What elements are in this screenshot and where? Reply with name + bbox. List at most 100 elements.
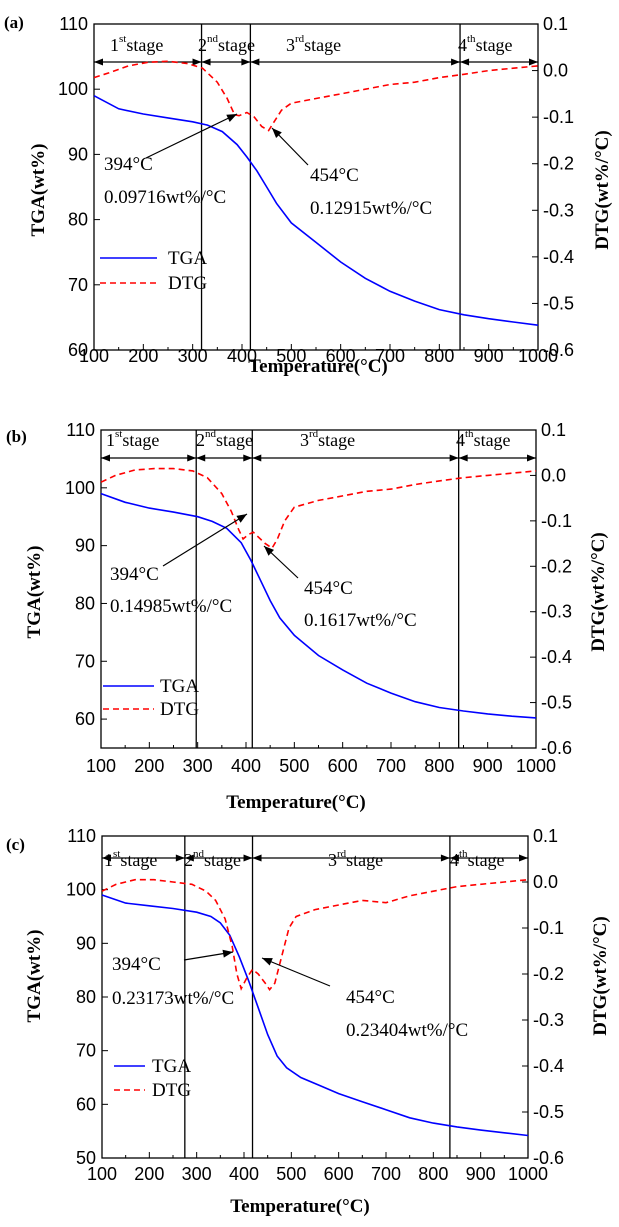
y-tick-label: 80 bbox=[76, 987, 96, 1007]
stage-arrowhead bbox=[175, 854, 185, 862]
stage-word: stage bbox=[218, 35, 255, 55]
stage-number: 1 bbox=[104, 850, 113, 870]
y2-tick-label: -0.1 bbox=[533, 918, 564, 938]
y-tick-label: 80 bbox=[68, 210, 88, 230]
stage-number: 3 bbox=[328, 850, 337, 870]
annotation-arrow-line bbox=[145, 113, 238, 159]
stage-word: stage bbox=[120, 850, 157, 870]
stage-arrowhead bbox=[458, 454, 468, 462]
stage-number: 1 bbox=[110, 35, 119, 55]
stage-label: 3rdstage bbox=[286, 33, 341, 55]
stage-label: 4thstage bbox=[458, 33, 513, 55]
stage-arrowhead bbox=[192, 58, 202, 66]
stage-arrowhead bbox=[252, 454, 262, 462]
annotation-value: 0.09716wt%/°C bbox=[104, 187, 226, 208]
y-tick-label: 60 bbox=[68, 340, 88, 360]
stage-word: stage bbox=[346, 850, 383, 870]
stage-ordinal-suffix: st bbox=[119, 33, 126, 45]
y2-tick-label: -0.3 bbox=[543, 200, 574, 220]
stage-ordinal-suffix: th bbox=[465, 428, 474, 440]
stage-label: 1ststage bbox=[110, 33, 163, 55]
series-line-dtg bbox=[93, 60, 539, 132]
stage-word: stage bbox=[216, 430, 253, 450]
annotation-temperature: 394°C bbox=[104, 154, 153, 175]
stage-word: stage bbox=[304, 35, 341, 55]
y-tick-label: 100 bbox=[58, 79, 88, 99]
x-tick-label: 900 bbox=[474, 346, 504, 366]
stage-word: stage bbox=[468, 850, 505, 870]
annotation-temperature: 394°C bbox=[110, 564, 159, 585]
stage-ordinal-suffix: st bbox=[115, 428, 122, 440]
stage-ordinal-suffix: th bbox=[459, 848, 468, 860]
y-tick-label: 80 bbox=[75, 593, 95, 613]
stage-arrowhead bbox=[243, 854, 253, 862]
stage-label: 3rdstage bbox=[328, 848, 383, 870]
y2-tick-label: -0.1 bbox=[543, 107, 574, 127]
stage-ordinal-suffix: rd bbox=[337, 848, 347, 860]
stage-label: 1ststage bbox=[104, 848, 157, 870]
y2-tick-label: -0.4 bbox=[543, 247, 574, 267]
y-tick-label: 90 bbox=[68, 144, 88, 164]
y2-axis-label: DTG(wt%/°C) bbox=[590, 916, 611, 1035]
x-axis-label: Temperature(°C) bbox=[230, 1196, 370, 1217]
x-tick-label: 1000 bbox=[518, 346, 558, 366]
y2-tick-label: 0.1 bbox=[543, 14, 568, 34]
stage-label: 3rdstage bbox=[300, 428, 355, 450]
stage-number: 4 bbox=[456, 430, 465, 450]
y2-tick-label: -0.4 bbox=[541, 647, 572, 667]
stage-label: 1ststage bbox=[106, 428, 159, 450]
annotation-arrowhead bbox=[236, 514, 247, 523]
x-tick-label: 800 bbox=[418, 1164, 448, 1184]
stage-number: 4 bbox=[450, 850, 459, 870]
stage-arrowhead bbox=[101, 454, 110, 462]
stage-number: 1 bbox=[106, 430, 115, 450]
stage-number: 3 bbox=[286, 35, 295, 55]
y2-tick-label: 0.1 bbox=[541, 420, 566, 440]
x-axis-label: Temperature(°C) bbox=[248, 356, 388, 377]
x-tick-label: 500 bbox=[279, 756, 309, 776]
annotation-arrow-line bbox=[162, 513, 248, 567]
annotation-temperature: 394°C bbox=[112, 954, 161, 975]
stage-label: 2ndstage bbox=[196, 428, 253, 450]
y2-tick-label: -0.5 bbox=[533, 1102, 564, 1122]
stage-label: 4thstage bbox=[456, 428, 511, 450]
x-tick-label: 400 bbox=[227, 346, 257, 366]
x-tick-label: 100 bbox=[86, 756, 116, 776]
stage-arrowhead bbox=[250, 58, 260, 66]
annotation-value: 0.12915wt%/°C bbox=[310, 198, 432, 219]
y2-tick-label: -0.6 bbox=[533, 1148, 564, 1168]
stage-ordinal-suffix: th bbox=[467, 33, 476, 45]
stage-ordinal-suffix: rd bbox=[309, 428, 319, 440]
legend-label-tga: TGA bbox=[152, 1056, 191, 1077]
y2-axis-label: DTG(wt%/°C) bbox=[592, 130, 613, 249]
y2-tick-label: -0.5 bbox=[543, 293, 574, 313]
panel-label: (c) bbox=[6, 835, 25, 854]
y2-axis-label: DTG(wt%/°C) bbox=[588, 532, 609, 651]
series-line-tga bbox=[100, 492, 537, 719]
stage-word: stage bbox=[318, 430, 355, 450]
annotation-temperature: 454°C bbox=[304, 578, 353, 599]
y-tick-label: 70 bbox=[76, 1041, 96, 1061]
stage-ordinal-suffix: nd bbox=[207, 33, 219, 45]
annotation-temperature: 454°C bbox=[346, 987, 395, 1008]
y-axis-label: TGA(wt%) bbox=[24, 546, 45, 639]
y-tick-label: 60 bbox=[76, 1094, 96, 1114]
y-tick-label: 110 bbox=[66, 420, 95, 440]
x-tick-label: 800 bbox=[424, 346, 454, 366]
stage-arrowhead bbox=[449, 454, 459, 462]
annotation-arrowhead bbox=[222, 949, 233, 958]
stage-word: stage bbox=[476, 35, 513, 55]
annotation-arrowhead bbox=[226, 114, 237, 122]
stage-arrowhead bbox=[94, 58, 103, 66]
x-tick-label: 300 bbox=[178, 346, 208, 366]
y2-tick-label: -0.3 bbox=[533, 1010, 564, 1030]
y-tick-label: 100 bbox=[66, 880, 96, 900]
x-axis-label: Temperature(°C) bbox=[226, 792, 366, 813]
y2-tick-label: -0.2 bbox=[543, 154, 574, 174]
x-tick-label: 200 bbox=[134, 1164, 164, 1184]
x-tick-label: 200 bbox=[128, 346, 158, 366]
stage-arrowhead bbox=[519, 854, 528, 862]
chart-panel-3: (c) 100 200 300 400 500 600 700 800 900 1000 50 60 70… bbox=[6, 826, 611, 1217]
x-tick-label: 300 bbox=[182, 1164, 212, 1184]
y-tick-label: 60 bbox=[75, 709, 95, 729]
